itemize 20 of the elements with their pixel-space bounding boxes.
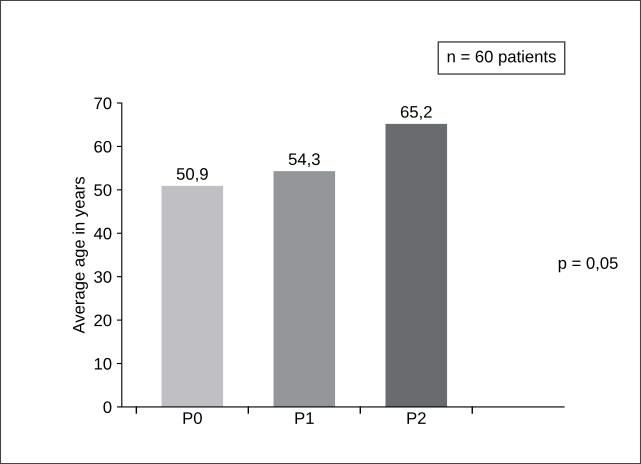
bar (385, 124, 448, 407)
data-label: 54,3 (288, 153, 320, 168)
y-tick-label: 70 (94, 97, 112, 110)
bar (274, 171, 336, 407)
annotation: p = 0,05 (558, 257, 618, 272)
y-tick-label: 50 (94, 184, 112, 196)
y-tick-label: 60 (94, 140, 112, 153)
x-tick-label: P1 (295, 412, 314, 424)
y-tick-label: 40 (94, 228, 112, 240)
y-tick-label: 30 (94, 271, 112, 283)
bar (162, 186, 224, 407)
y-axis-title: Average age in years (72, 176, 88, 334)
x-tick-label: P2 (407, 412, 426, 424)
text: n = 60 patients (448, 50, 556, 66)
x-tick-label: P0 (184, 412, 202, 424)
y-tick-label: 10 (94, 358, 112, 370)
y-tick-label: 20 (94, 314, 112, 326)
data-label: 50,9 (176, 168, 208, 182)
y-tick-label: 0 (103, 401, 112, 414)
data-label: 65,2 (400, 106, 432, 120)
